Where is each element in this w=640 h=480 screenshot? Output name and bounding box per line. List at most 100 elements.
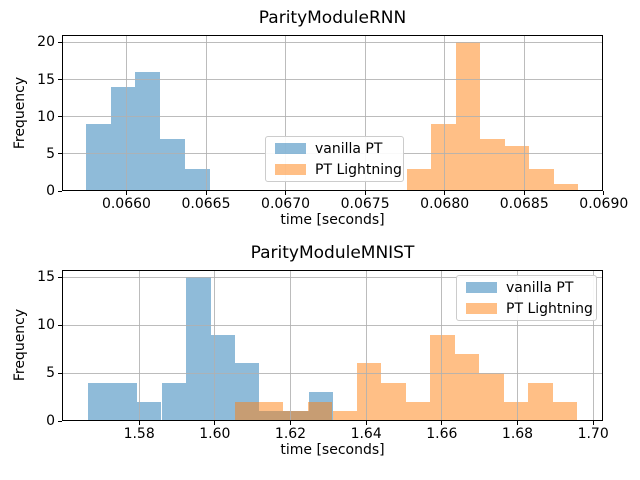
histogram-bar-pt-lightning (552, 401, 578, 421)
y-tick (58, 190, 62, 192)
legend-swatch-pt-lightning (275, 164, 306, 175)
y-tick (58, 116, 62, 118)
x-tick (523, 191, 525, 195)
y-tick-label: 20 (37, 34, 55, 51)
x-axis-label-rnn: time [seconds] (280, 212, 385, 228)
gridline-vertical (365, 270, 367, 421)
plot-area-rnn: vanilla PT PT Lightning (62, 35, 603, 191)
x-tick-label: 1.64 (350, 426, 382, 442)
x-tick (592, 421, 594, 425)
x-tick (444, 191, 446, 195)
histogram-bar-pt-lightning (431, 124, 456, 191)
x-tick (517, 421, 518, 425)
x-tick-label: 1.68 (501, 426, 534, 442)
plot-area-mnist: vanilla PT PT Lightning (62, 270, 603, 421)
x-tick (205, 191, 207, 195)
gridline-horizontal (62, 79, 603, 81)
gridline-vertical (214, 270, 216, 421)
y-tick (58, 372, 62, 374)
y-tick-label: 10 (37, 108, 55, 125)
legend-swatch-pt-lightning (466, 303, 497, 314)
gridline-vertical (441, 270, 443, 421)
histogram-bar-pt-lightning (234, 401, 260, 421)
gridline-horizontal (62, 372, 603, 374)
x-tick (214, 421, 216, 425)
x-axis-label-mnist: time [seconds] (280, 442, 385, 458)
chart-title-rnn: ParityModuleRNN (258, 8, 407, 28)
x-tick (441, 421, 443, 425)
x-tick (285, 191, 287, 195)
x-tick-label: 0.0680 (420, 196, 470, 212)
legend-entry: vanilla PT (275, 141, 394, 157)
histogram-bar-vanilla-pt (136, 401, 162, 421)
legend-swatch-vanilla-pt (275, 143, 306, 154)
legend-label: PT Lightning (506, 300, 593, 317)
legend-entry: PT Lightning (275, 162, 402, 178)
x-tick (365, 421, 367, 425)
gridline-horizontal (62, 41, 603, 43)
histogram-bar-pt-lightning (503, 401, 529, 421)
x-tick (125, 191, 127, 195)
x-tick-label: 0.0660 (101, 196, 151, 212)
histogram-bar-pt-lightning (480, 139, 505, 191)
histogram-bar-pt-lightning (332, 411, 358, 421)
histogram-bar-pt-lightning (454, 353, 480, 421)
y-tick-label: 0 (46, 183, 55, 199)
x-tick (364, 191, 366, 195)
gridline-horizontal (62, 276, 603, 278)
x-tick-label: 0.0670 (261, 196, 311, 212)
gridline-vertical (205, 35, 207, 191)
histogram-bar-pt-lightning (381, 382, 406, 421)
x-tick-label: 1.66 (426, 426, 458, 442)
gridline-vertical (364, 35, 366, 191)
legend-label: PT Lightning (315, 161, 402, 178)
gridline-vertical (125, 35, 127, 191)
y-tick-label: 5 (46, 365, 55, 382)
gridline-vertical (523, 35, 525, 191)
x-tick-label: 0.0685 (499, 196, 549, 212)
y-tick-label: 5 (46, 145, 55, 162)
histogram-bar-vanilla-pt (86, 124, 111, 191)
y-tick-label: 0 (46, 413, 55, 429)
histogram-bar-pt-lightning (479, 373, 504, 421)
x-tick-label: 1.62 (274, 426, 307, 442)
histogram-bar-pt-lightning (528, 382, 553, 421)
legend-label: vanilla PT (506, 279, 574, 296)
x-tick-label: 0.0665 (181, 196, 231, 212)
y-tick (58, 79, 62, 81)
y-tick-label: 15 (37, 269, 55, 286)
x-tick-label: 0.0675 (340, 196, 390, 212)
histogram-bar-vanilla-pt (184, 168, 210, 191)
histogram-bar-vanilla-pt (186, 277, 211, 421)
y-tick (58, 41, 62, 43)
y-tick-label: 15 (37, 71, 55, 88)
histogram-bar-pt-lightning (553, 183, 579, 191)
gridline-horizontal (62, 116, 603, 118)
histogram-bar-vanilla-pt (161, 382, 187, 421)
gridline-horizontal (62, 324, 603, 326)
y-tick (58, 276, 62, 278)
histogram-bar-vanilla-pt (110, 87, 136, 191)
y-tick (58, 324, 62, 326)
histogram-bar-vanilla-pt (112, 382, 137, 421)
gridline-vertical (285, 35, 287, 191)
x-tick (290, 421, 291, 425)
x-tick-label: 1.58 (123, 426, 155, 442)
histogram-bar-pt-lightning (307, 401, 333, 421)
histogram-bar-pt-lightning (430, 334, 455, 421)
x-tick (603, 191, 605, 195)
histogram-bar-pt-lightning (283, 411, 308, 421)
x-tick-label: 0.0690 (579, 196, 629, 212)
legend: vanilla PT PT Lightning (456, 275, 597, 321)
gridline-vertical (290, 270, 291, 421)
x-tick-label: 1.70 (577, 426, 609, 442)
histogram-bar-pt-lightning (406, 168, 432, 191)
gridline-vertical (592, 270, 594, 421)
histogram-bar-vanilla-pt (160, 139, 185, 191)
x-tick-label: 1.60 (199, 426, 231, 442)
histogram-bar-vanilla-pt (135, 72, 161, 191)
legend-label: vanilla PT (315, 140, 383, 157)
x-tick (138, 421, 140, 425)
histogram-bar-vanilla-pt (87, 382, 113, 421)
legend: vanilla PT PT Lightning (265, 136, 404, 182)
